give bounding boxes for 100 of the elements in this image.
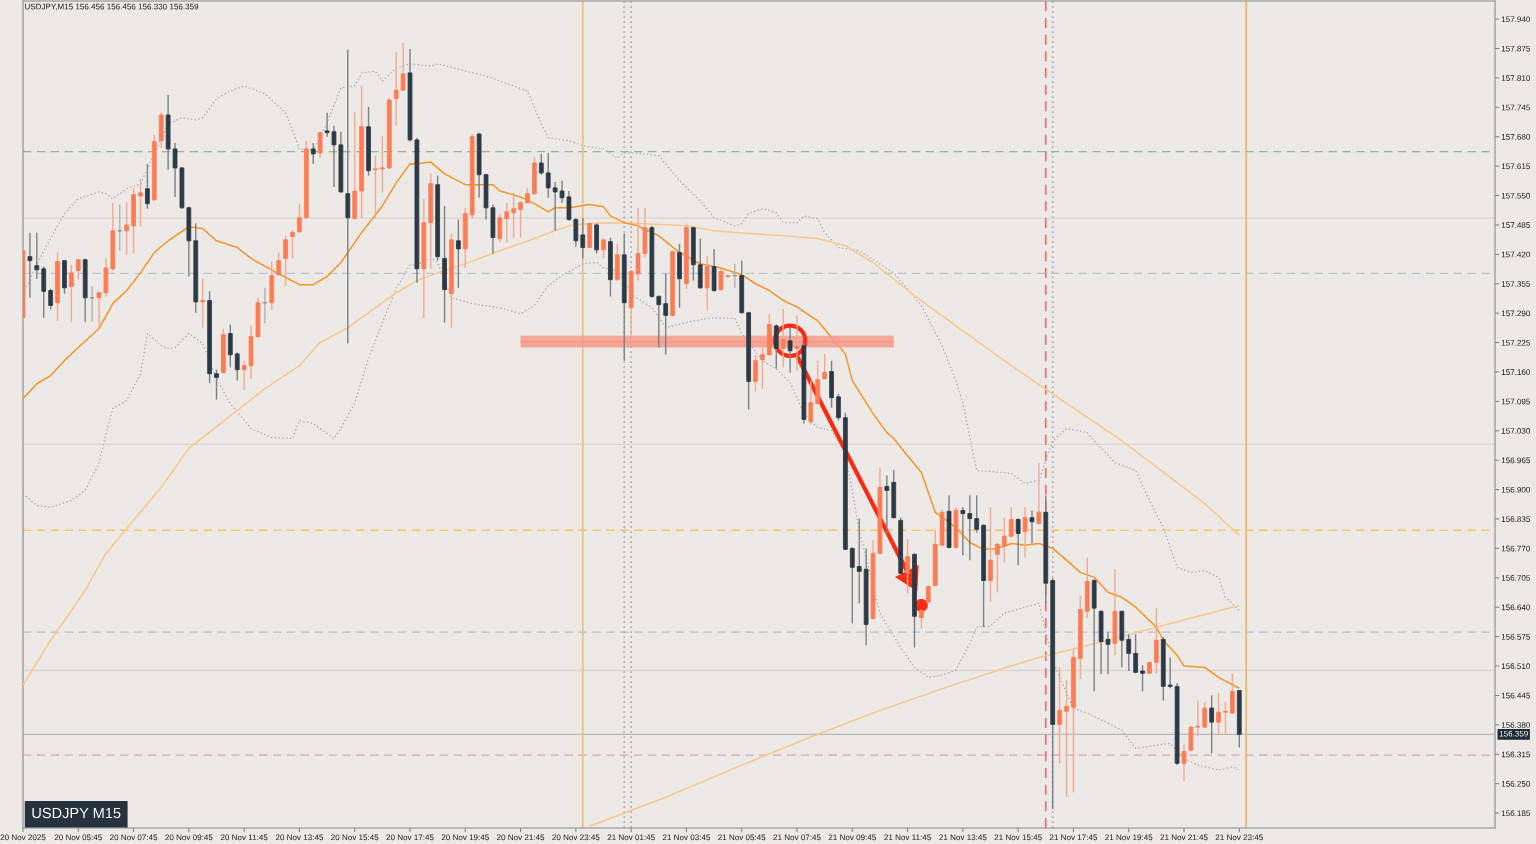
x-tick-label: 20 Nov 23:45 [552, 834, 600, 841]
candlestick [310, 142, 316, 165]
x-tick-label: 20 Nov 09:45 [165, 834, 213, 841]
x-tick-label: 21 Nov 07:45 [773, 834, 821, 841]
x-tick-label: 21 Nov 05:45 [718, 834, 766, 841]
candlestick [1057, 666, 1062, 765]
x-tick-label: 20 Nov 17:45 [386, 834, 434, 841]
candlestick [27, 231, 33, 299]
y-tick-label: 157.290 [1501, 310, 1531, 317]
candlestick [75, 257, 81, 281]
candlestick [145, 163, 150, 210]
x-tick-label: 20 Nov 15:45 [331, 834, 379, 841]
candlestick [283, 235, 288, 288]
candlestick [1230, 672, 1235, 715]
chart-title: USDJPY,M15 156.456 156.456 156.330 156.359 [25, 3, 199, 11]
candlestick [773, 323, 779, 370]
candlestick [711, 248, 717, 293]
candlestick [697, 237, 703, 290]
y-tick-label: 156.640 [1501, 604, 1531, 611]
candlestick [41, 265, 47, 319]
y-tick-label: 157.745 [1501, 104, 1531, 111]
candlestick [974, 494, 980, 534]
candlestick [373, 155, 378, 220]
x-tick-label: 21 Nov 09:45 [828, 834, 876, 841]
candlestick [808, 379, 814, 426]
candlestick [1001, 516, 1007, 564]
y-tick-label: 156.705 [1501, 575, 1531, 581]
candlestick [400, 42, 406, 92]
candlestick [856, 517, 862, 604]
candlestick [276, 251, 282, 277]
x-tick-label: 20 Nov 07:45 [110, 834, 158, 841]
y-tick-label: 156.445 [1501, 692, 1531, 699]
candlestick [1064, 679, 1069, 798]
line-series [23, 256, 1240, 771]
x-tick-label: 20 Nov 21:45 [497, 834, 545, 841]
candlestick [580, 217, 586, 260]
x-tick-label: 21 Nov 23:45 [1215, 834, 1263, 841]
candlestick [1022, 506, 1028, 559]
x-tick-label: 21 Nov 21:45 [1160, 834, 1208, 841]
y-tick-label: 157.550 [1501, 192, 1531, 199]
line-series [588, 604, 1241, 827]
y-tick-label: 157.160 [1501, 369, 1531, 375]
candlestick [836, 392, 841, 422]
candlestick [1133, 633, 1138, 674]
y-tick-label: 157.095 [1501, 398, 1531, 405]
y-tick-label: 157.810 [1501, 75, 1531, 81]
x-tick-label: 20 Nov 13:45 [275, 834, 324, 841]
x-tick-label: 20 Nov 2025 [0, 834, 46, 841]
candlestick [1223, 701, 1228, 736]
candlestick [663, 273, 669, 356]
candlestick [1140, 664, 1145, 693]
x-tick-label: 21 Nov 01:45 [607, 834, 655, 841]
candlestick [815, 359, 821, 406]
candlestick [290, 229, 295, 260]
y-tick-label: 156.315 [1501, 751, 1531, 758]
candlestick [1154, 607, 1159, 674]
y-tick-label: 157.615 [1501, 163, 1531, 170]
y-tick-label: 157.680 [1501, 134, 1531, 140]
candlestick [1029, 509, 1035, 545]
candlestick [214, 369, 219, 401]
candlestick [787, 326, 793, 374]
y-tick-label: 157.485 [1501, 222, 1531, 228]
candlestick [1202, 701, 1208, 729]
y-tick-label: 156.250 [1501, 780, 1531, 787]
y-tick-label: 157.355 [1501, 281, 1531, 287]
y-tick-label: 156.575 [1501, 633, 1531, 640]
candlestick [48, 288, 53, 311]
y-tick-label: 157.225 [1501, 339, 1531, 346]
candlestick [704, 255, 710, 312]
x-tick-label: 21 Nov 13:45 [939, 834, 987, 841]
y-tick-label: 156.510 [1501, 663, 1531, 670]
candlestick [227, 323, 233, 369]
candlestick [138, 178, 143, 228]
y-tick-label: 157.030 [1501, 428, 1531, 434]
candlestick [760, 346, 765, 390]
y-tick-label: 156.185 [1501, 810, 1531, 817]
y-tick-label: 157.420 [1501, 251, 1531, 258]
candlestick [200, 278, 206, 329]
candlestick [1008, 506, 1014, 539]
candlestick [497, 212, 503, 244]
candlestick [345, 49, 351, 345]
x-tick-label: 20 Nov 05:45 [54, 834, 102, 841]
candlestick [69, 264, 74, 323]
y-tick-label: 156.770 [1501, 545, 1531, 552]
candlestick [884, 474, 890, 535]
candlestick [518, 200, 523, 239]
annotation: USDJPY M15 [32, 807, 121, 819]
x-tick-label: 21 Nov 15:45 [994, 834, 1042, 841]
candlestick [988, 506, 993, 603]
candlestick [587, 221, 593, 249]
x-tick-label: 20 Nov 11:45 [220, 834, 268, 841]
candlestick [1216, 692, 1221, 736]
candlestick [967, 494, 973, 561]
candlestick [822, 353, 828, 381]
candlestick [34, 231, 40, 280]
candlestick [849, 546, 855, 625]
y-tick-label: 156.965 [1501, 457, 1531, 464]
candlestick [780, 307, 786, 369]
x-tick-label: 21 Nov 11:45 [884, 834, 931, 841]
candlestick [1126, 633, 1132, 672]
